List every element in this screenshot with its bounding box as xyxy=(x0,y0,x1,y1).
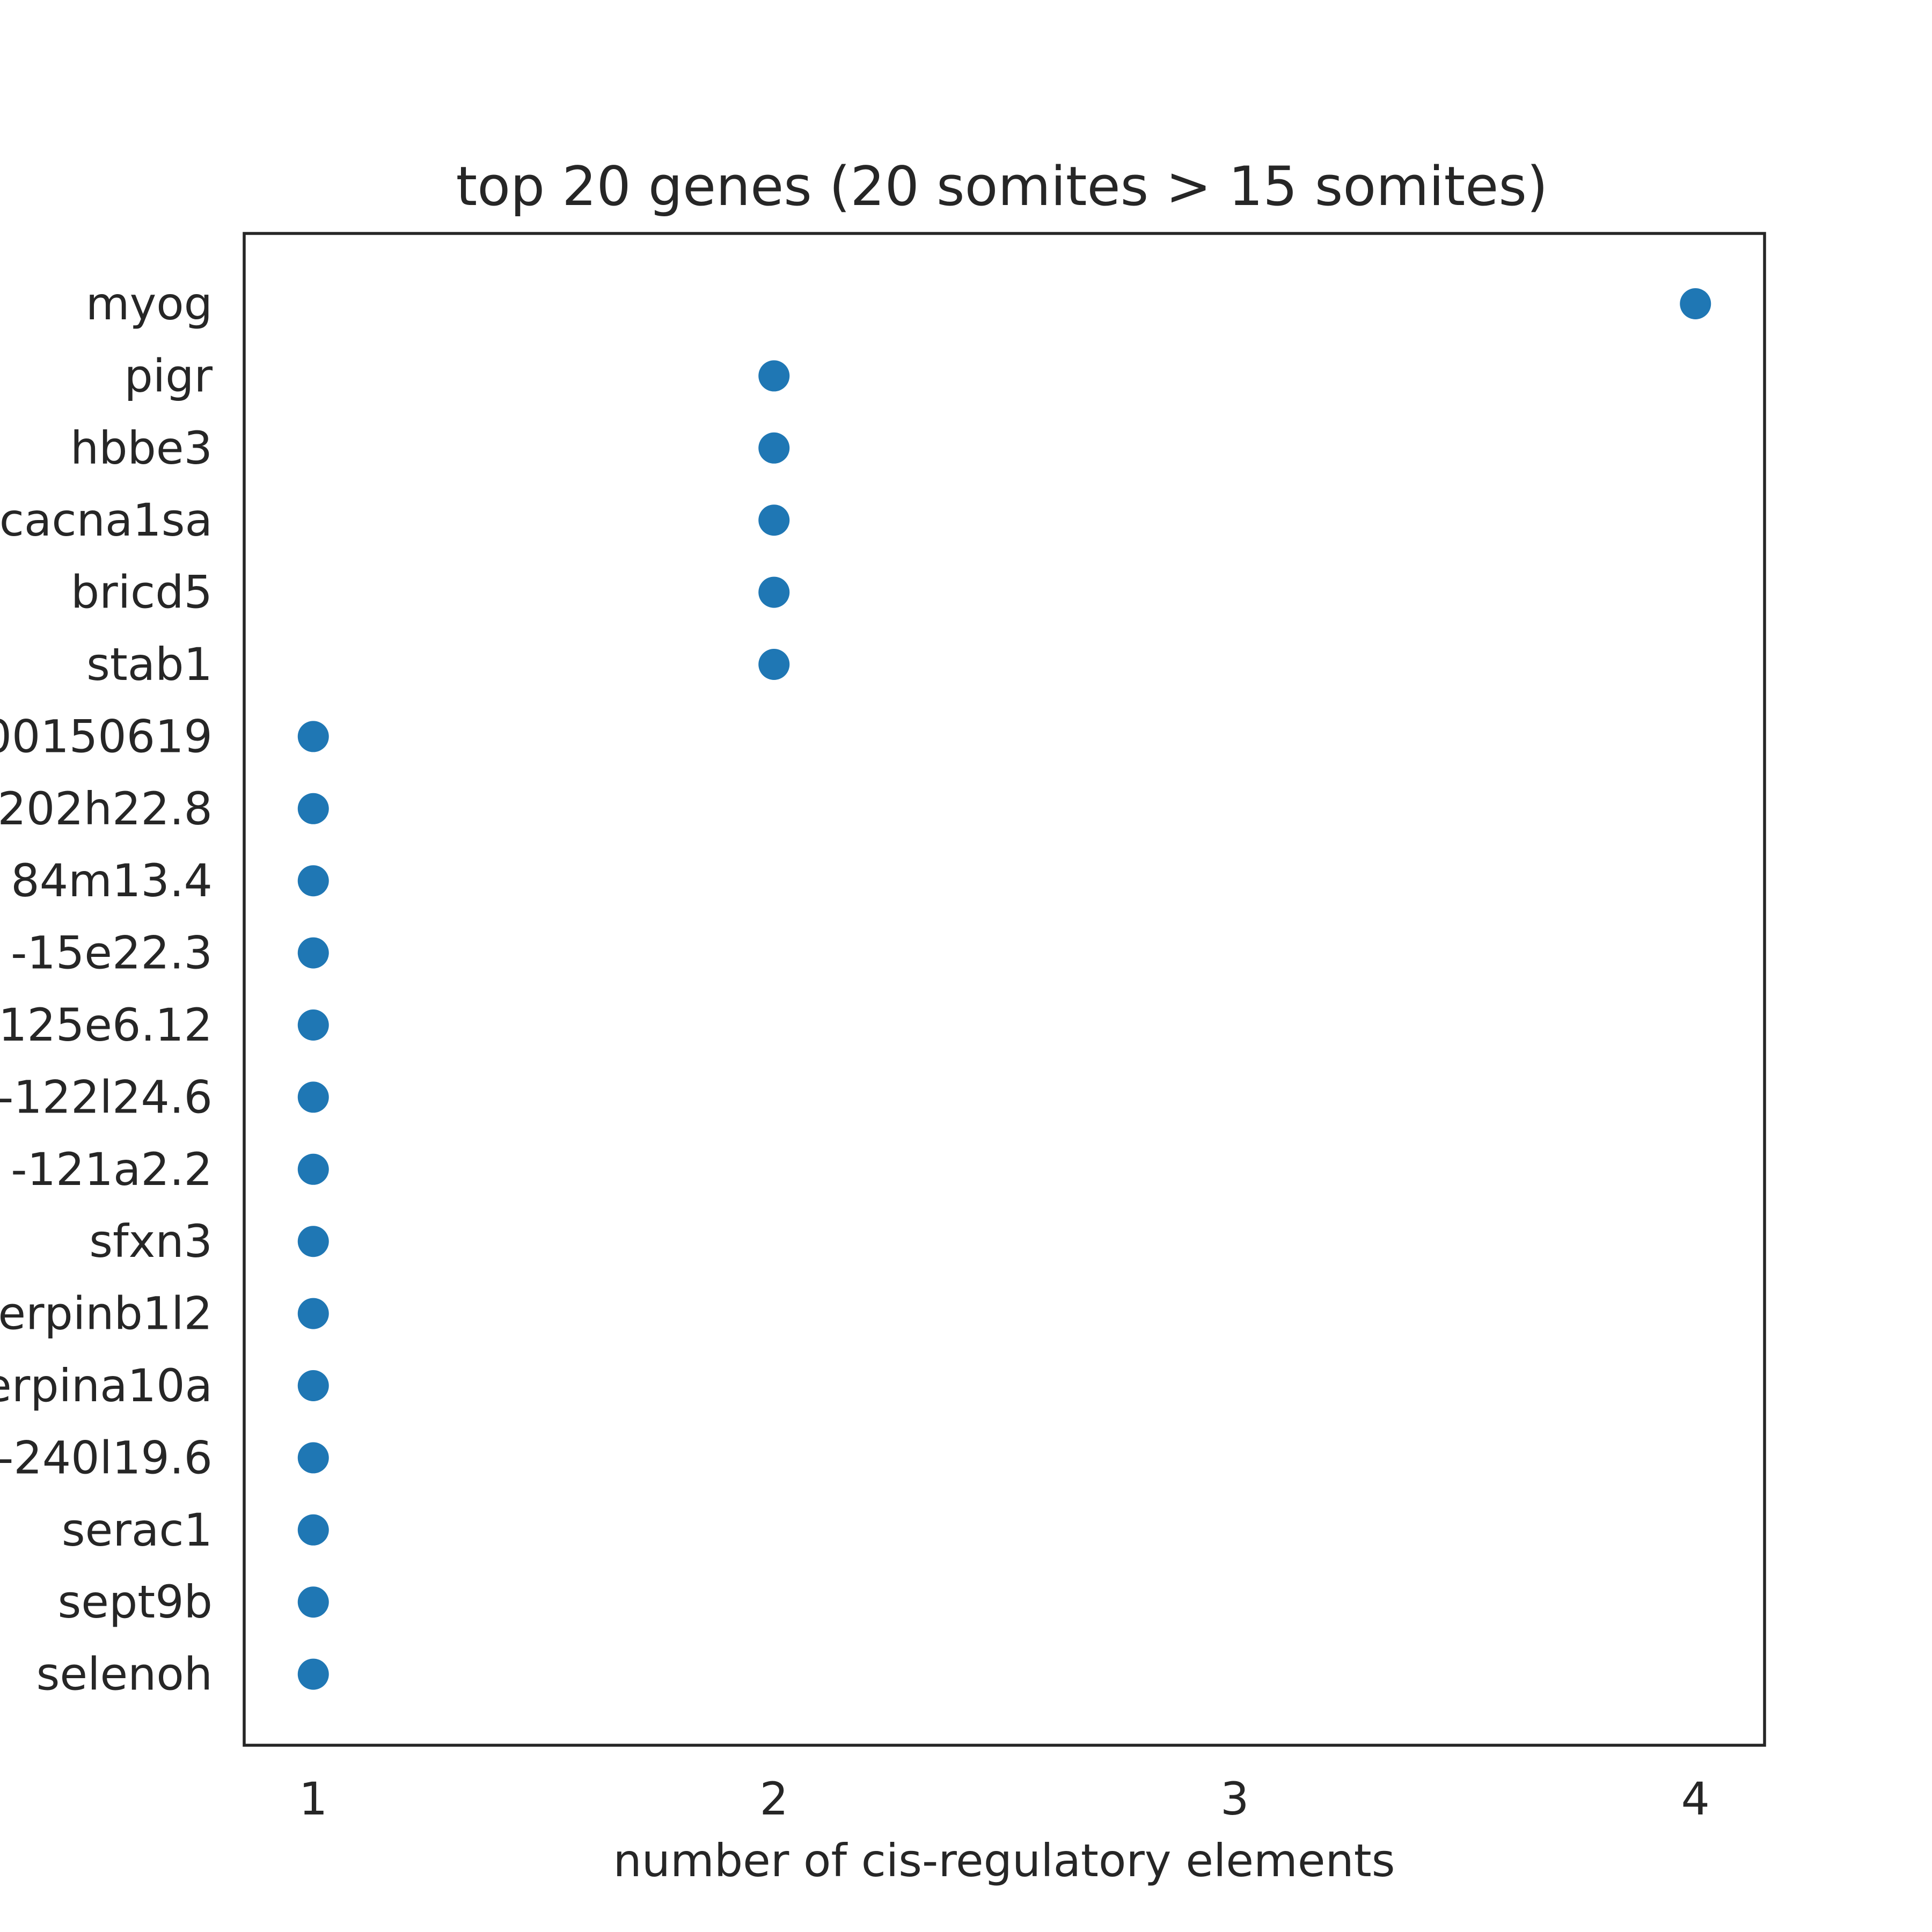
data-point xyxy=(297,1658,329,1690)
y-tick-label: bricd5 xyxy=(71,566,213,619)
y-tick-label: myog xyxy=(86,277,213,330)
plot-frame xyxy=(243,232,1766,1747)
y-tick-label: -240l19.6 xyxy=(0,1431,213,1484)
data-point xyxy=(758,504,790,536)
y-tick-label: cacna1sa xyxy=(0,494,213,546)
data-point xyxy=(297,1298,329,1329)
y-tick-label: selenoh xyxy=(36,1648,213,1701)
y-tick-label: sfxn3 xyxy=(89,1215,213,1268)
y-tick-label: -122l24.6 xyxy=(0,1071,213,1123)
y-tick-label: serac1 xyxy=(62,1504,213,1556)
data-point xyxy=(297,1081,329,1113)
data-point xyxy=(297,937,329,969)
y-tick-labels: myog pigr hbbe3 cacna1sa bricd5 stab1 00150619… xyxy=(0,277,213,1701)
data-points xyxy=(297,288,1711,1690)
y-tick-label: erpina10a xyxy=(0,1359,213,1412)
data-point xyxy=(297,1586,329,1618)
x-tick-labels: 1 2 3 4 xyxy=(299,1773,1710,1825)
y-tick-label: 00150619 xyxy=(0,710,213,763)
chart-title: top 20 genes (20 somites > 15 somites) xyxy=(456,155,1548,218)
data-point xyxy=(297,1226,329,1257)
y-tick-label: -15e22.3 xyxy=(11,927,213,979)
data-point xyxy=(758,576,790,608)
y-tick-label: erpinb1l2 xyxy=(0,1287,213,1340)
x-tick-label: 3 xyxy=(1220,1773,1249,1825)
data-point xyxy=(297,1370,329,1401)
y-tick-label: hbbe3 xyxy=(70,422,213,474)
data-point xyxy=(297,721,329,752)
data-point xyxy=(297,793,329,824)
y-tick-label: stab1 xyxy=(86,638,213,691)
data-point xyxy=(758,360,790,392)
y-tick-label: 202h22.8 xyxy=(0,782,213,835)
data-point xyxy=(297,1442,329,1474)
data-point xyxy=(297,1514,329,1546)
data-point xyxy=(758,649,790,680)
y-tick-label: pigr xyxy=(124,349,213,402)
data-point xyxy=(758,432,790,464)
x-tick-label: 4 xyxy=(1681,1773,1710,1825)
y-tick-label: 84m13.4 xyxy=(11,854,213,907)
x-axis-label: number of cis-regulatory elements xyxy=(613,1834,1395,1887)
y-tick-label: 125e6.12 xyxy=(0,999,213,1051)
data-point xyxy=(297,1009,329,1041)
y-tick-label: sept9b xyxy=(58,1576,213,1628)
x-tick-label: 2 xyxy=(760,1773,788,1825)
data-point xyxy=(297,865,329,897)
y-tick-label: -121a2.2 xyxy=(11,1143,213,1196)
x-tick-label: 1 xyxy=(299,1773,327,1825)
data-point xyxy=(1680,288,1711,319)
data-point xyxy=(297,1153,329,1185)
